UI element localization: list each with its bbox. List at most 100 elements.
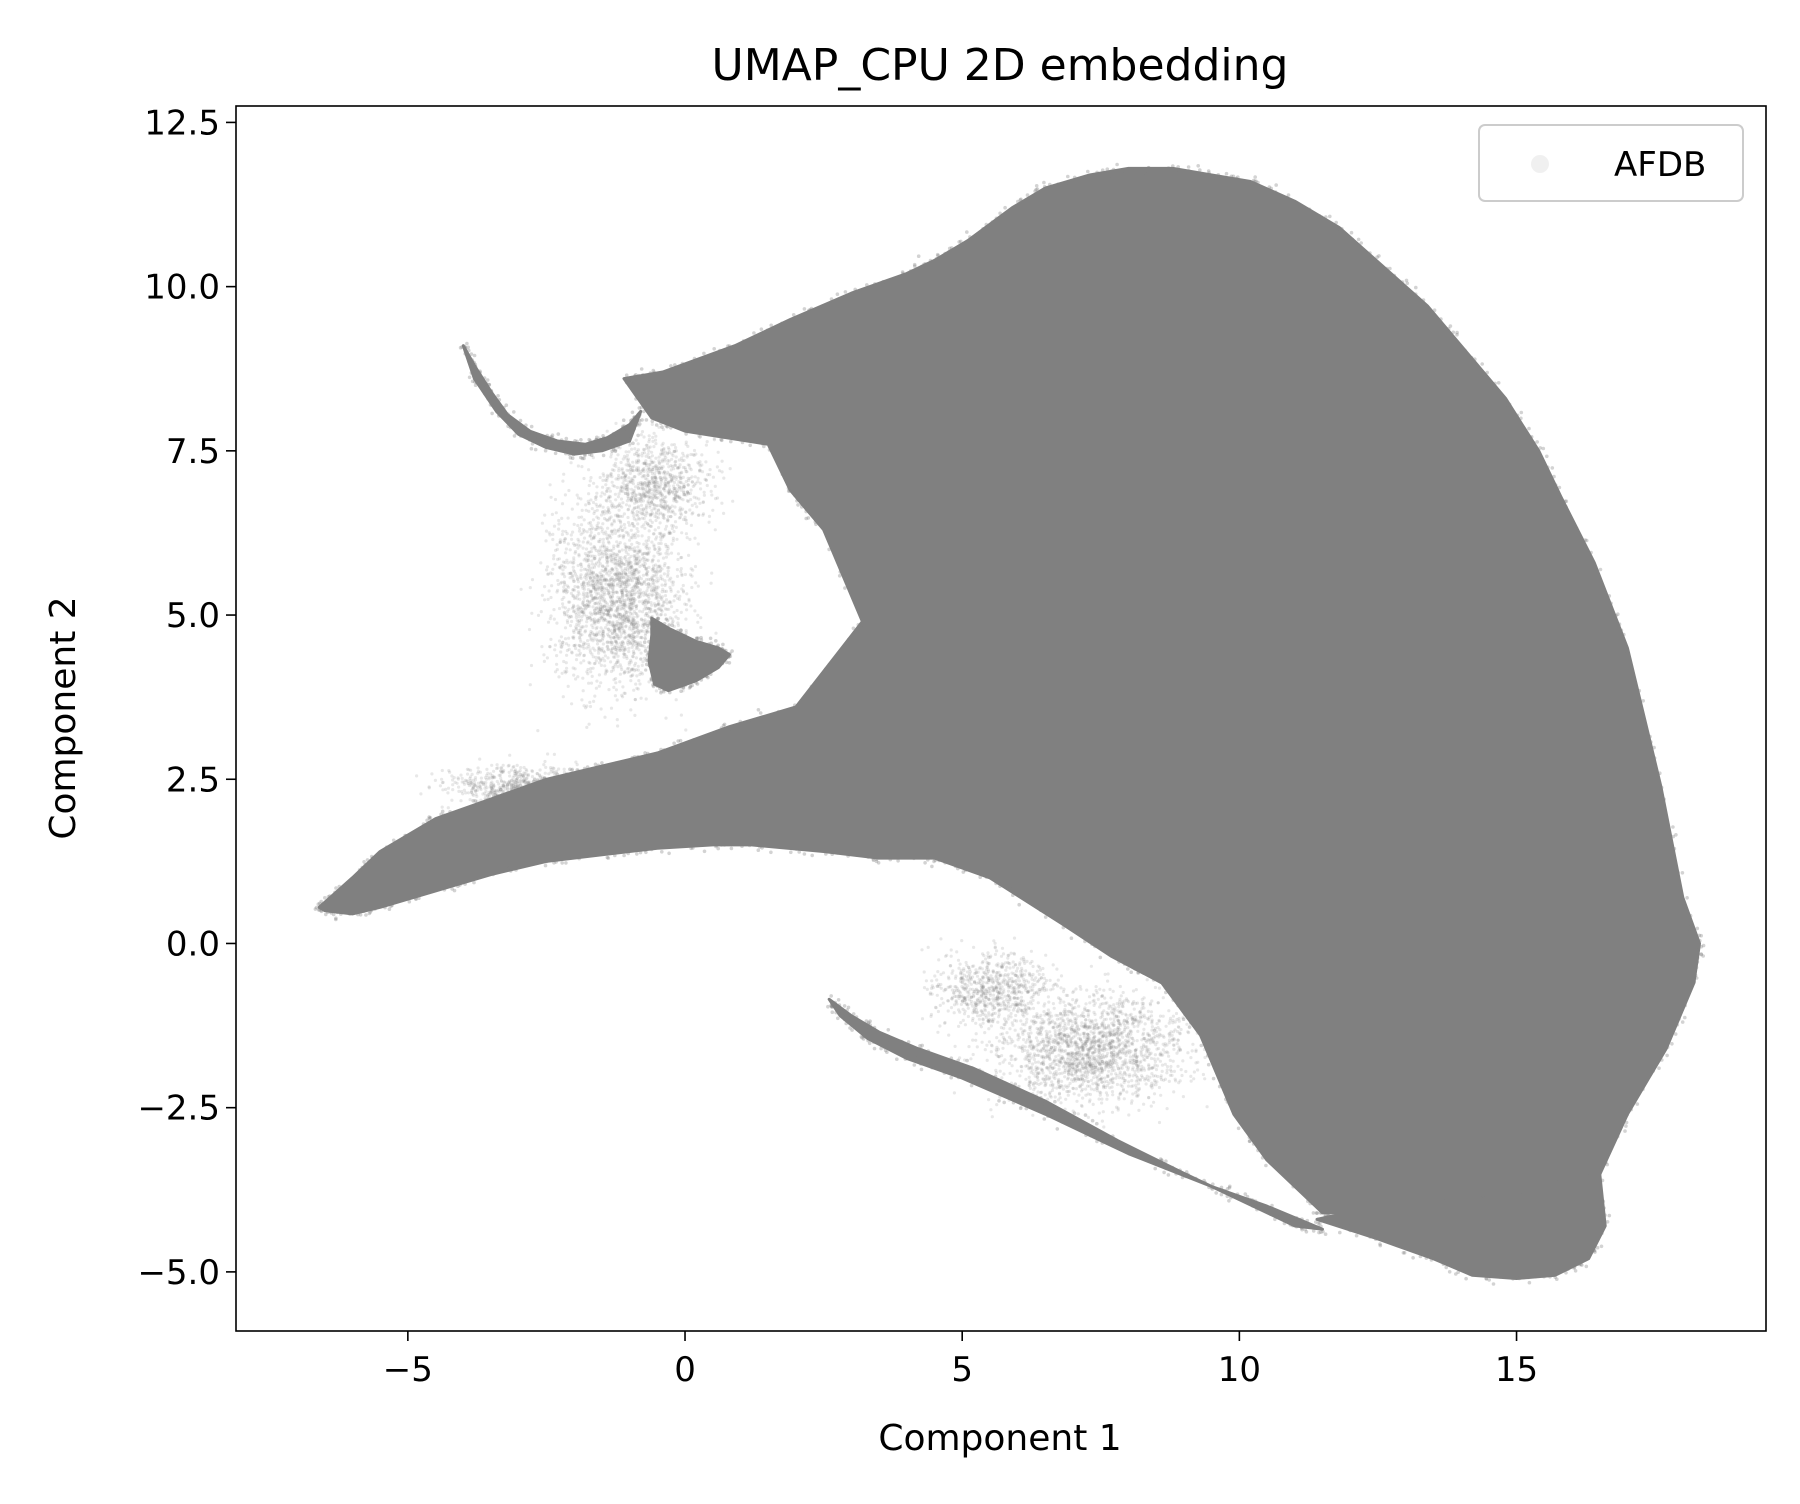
scatter-point — [599, 663, 604, 668]
scatter-point — [649, 601, 653, 605]
scatter-point — [1167, 1041, 1171, 1045]
scatter-point — [616, 553, 620, 557]
scatter-point — [560, 516, 564, 521]
scatter-point — [575, 493, 579, 497]
scatter-point — [615, 627, 620, 631]
scatter-point — [595, 582, 599, 587]
scatter-point — [614, 647, 618, 652]
scatter-point — [589, 670, 593, 674]
scatter-point — [552, 752, 557, 757]
scatter-point — [460, 790, 464, 794]
scatter-point — [1145, 978, 1149, 982]
scatter-point — [577, 554, 581, 558]
scatter-point — [593, 588, 598, 592]
scatter-point — [587, 527, 592, 531]
scatter-point — [601, 505, 605, 509]
scatter-point — [590, 559, 594, 563]
scatter-point — [631, 524, 635, 528]
scatter-point — [629, 480, 633, 484]
scatter-point — [563, 626, 568, 630]
scatter-point — [572, 522, 576, 527]
scatter-point — [578, 651, 582, 655]
scatter-point — [1059, 1101, 1063, 1105]
scatter-point — [644, 459, 648, 463]
scatter-point — [728, 467, 732, 471]
scatter-point — [586, 557, 590, 561]
scatter-point — [583, 594, 587, 598]
scatter-point — [1035, 1012, 1039, 1016]
scatter-point — [644, 607, 649, 611]
scatter-point — [488, 785, 492, 789]
scatter-point — [525, 769, 529, 773]
scatter-point — [635, 561, 639, 566]
scatter-point — [671, 454, 675, 458]
scatter-point — [684, 728, 688, 732]
scatter-point — [680, 573, 684, 578]
scatter-point — [1047, 1000, 1051, 1004]
scatter-point — [603, 654, 608, 658]
scatter-point — [584, 624, 588, 628]
scatter-point — [580, 625, 584, 629]
scatter-point — [592, 511, 596, 516]
scatter-point — [577, 552, 581, 557]
scatter-point — [629, 546, 633, 550]
scatter-point — [1077, 1084, 1081, 1088]
scatter-point — [540, 593, 545, 597]
scatter-point — [598, 504, 602, 508]
scatter-point — [591, 562, 595, 566]
scatter-point — [608, 579, 612, 583]
scatter-point — [570, 702, 574, 706]
scatter-point — [634, 506, 638, 510]
scatter-point — [679, 569, 683, 574]
scatter-point — [462, 780, 466, 784]
scatter-point — [710, 571, 714, 575]
scatter-point — [585, 617, 589, 621]
scatter-point — [579, 523, 584, 527]
scatter-point — [605, 561, 609, 565]
scatter-point — [591, 518, 596, 522]
scatter-point — [650, 520, 654, 525]
scatter-point — [698, 468, 702, 472]
scatter-point — [618, 597, 622, 602]
scatter-point — [621, 589, 625, 593]
scatter-point — [670, 443, 674, 447]
scatter-point — [553, 562, 557, 566]
scatter-point — [631, 623, 635, 627]
scatter-point — [624, 589, 629, 593]
scatter-point — [639, 696, 643, 700]
scatter-point — [490, 763, 494, 767]
scatter-point — [567, 488, 571, 493]
scatter-point — [573, 595, 578, 600]
scatter-point — [715, 496, 720, 500]
scatter-point — [569, 571, 573, 576]
scatter-point — [579, 562, 583, 566]
scatter-point — [604, 498, 608, 502]
scatter-point — [623, 635, 627, 639]
scatter-point — [646, 474, 650, 478]
scatter-point — [573, 551, 577, 555]
scatter-point — [570, 606, 575, 610]
scatter-point — [622, 512, 627, 516]
scatter-point — [1051, 1002, 1055, 1006]
scatter-point — [513, 771, 517, 776]
scatter-point — [1076, 1014, 1080, 1018]
scatter-point — [667, 578, 671, 582]
scatter-point — [647, 535, 651, 540]
scatter-point — [1079, 1024, 1084, 1028]
scatter-point — [953, 1044, 957, 1048]
scatter-point — [522, 765, 526, 770]
scatter-point — [586, 583, 590, 587]
scatter-point — [1070, 1024, 1075, 1028]
scatter-point — [567, 636, 571, 640]
scatter-point — [584, 503, 588, 507]
scatter-point — [574, 611, 578, 615]
scatter-point — [519, 587, 523, 591]
scatter-point — [1135, 1089, 1139, 1093]
scatter-point — [1011, 1023, 1015, 1027]
scatter-point — [1118, 984, 1122, 989]
scatter-point — [625, 667, 630, 671]
scatter-point — [618, 680, 622, 684]
scatter-point — [679, 713, 684, 717]
scatter-point — [634, 493, 638, 497]
